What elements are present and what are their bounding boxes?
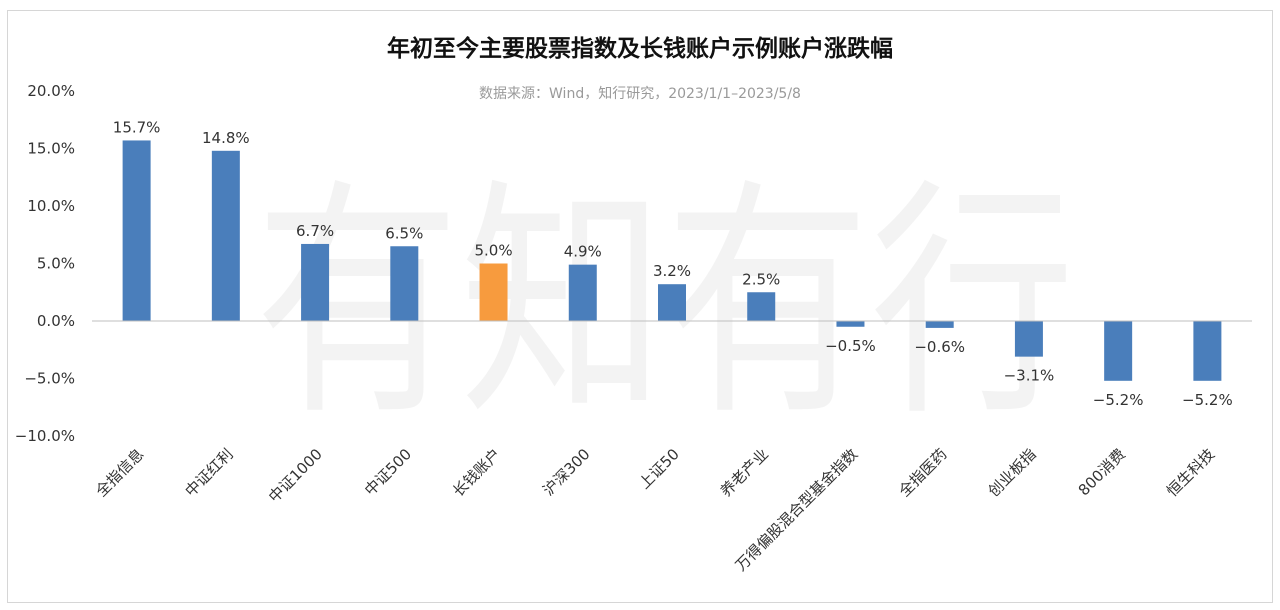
data-label: −0.6%: [914, 338, 965, 356]
y-tick-label: −10.0%: [15, 427, 75, 445]
bar: [390, 246, 419, 321]
bar: [925, 321, 954, 328]
data-labels: 15.7% 14.8% 6.7% 6.5% 5.0% 4.9% 3.2% 2.5% −0.5% −…: [113, 118, 1233, 408]
bar: [301, 243, 330, 321]
bar: [479, 263, 508, 321]
data-label: 14.8%: [202, 129, 250, 147]
data-label: −0.5%: [825, 337, 876, 355]
data-label: −3.1%: [1004, 367, 1055, 385]
bars: [122, 140, 1222, 381]
bar: [1014, 321, 1043, 357]
data-label: 5.0%: [474, 242, 512, 260]
y-axis: 20.0% 15.0% 10.0% 5.0% 0.0% −5.0% −10.0%: [15, 82, 75, 445]
bar: [568, 264, 597, 321]
y-tick-label: 5.0%: [37, 255, 75, 273]
data-label: 6.5%: [385, 224, 423, 242]
data-label: −5.2%: [1182, 391, 1233, 409]
x-tick-label: 全指信息: [92, 445, 147, 500]
chart-subtitle: 数据来源：Wind，知行研究，2023/1/1–2023/5/8: [479, 85, 801, 102]
x-tick-label: 全指医药: [895, 445, 950, 500]
data-label: 2.5%: [742, 270, 780, 288]
bar: [1193, 321, 1222, 381]
y-tick-label: 10.0%: [27, 197, 75, 215]
data-label: −5.2%: [1093, 391, 1144, 409]
x-tick-label: 养老产业: [717, 445, 772, 500]
chart-frame: [7, 10, 1273, 603]
bar: [836, 321, 865, 327]
bar: [122, 140, 151, 321]
bar: [1104, 321, 1133, 381]
y-tick-label: 0.0%: [37, 312, 75, 330]
bar: [211, 150, 240, 321]
bar: [747, 292, 776, 321]
y-tick-label: 20.0%: [27, 82, 75, 100]
x-tick-label: 沪深300: [539, 445, 593, 499]
x-tick-label: 中证500: [361, 445, 415, 499]
data-label: 3.2%: [653, 262, 691, 280]
chart-title: 年初至今主要股票指数及长钱账户示例账户涨跌幅: [387, 35, 893, 62]
x-tick-label: 恒生科技: [1163, 445, 1218, 500]
data-label: 15.7%: [113, 118, 161, 136]
x-tick-label: 长钱账户: [449, 445, 504, 500]
x-tick-label: 上证50: [635, 445, 682, 492]
data-label: 6.7%: [296, 222, 334, 240]
data-label: 4.9%: [564, 243, 602, 261]
y-tick-label: 15.0%: [27, 140, 75, 158]
y-tick-label: −5.0%: [24, 370, 75, 388]
x-tick-label: 800消费: [1075, 445, 1129, 499]
x-tick-label: 中证红利: [182, 445, 237, 500]
bar: [658, 284, 686, 321]
x-tick-label: 中证1000: [265, 445, 326, 506]
x-tick-label: 创业板指: [985, 445, 1040, 500]
